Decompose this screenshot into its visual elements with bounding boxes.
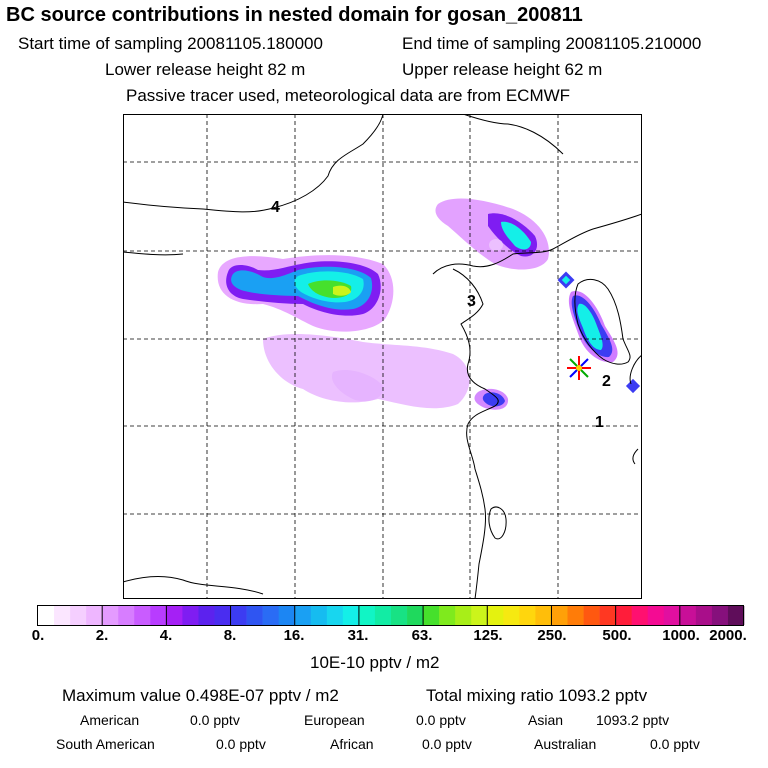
region-label-2: 2 [602,373,611,390]
south-american-label: South American [56,736,155,752]
colorbar-cell [230,606,247,625]
colorbar-cell [38,606,55,625]
colorbar-tick-4: 4. [159,627,173,644]
colorbar-cell [262,606,279,625]
colorbar-cell [615,606,632,625]
end-time-label: End time of sampling 20081105.210000 [402,34,702,53]
colorbar-cell [551,606,568,625]
receptor-star-icon [567,356,591,380]
american-label: American [80,712,140,728]
colorbar-cell [471,606,488,625]
colorbar-tick-2000: 2000. [709,627,747,644]
colorbar-cell [679,606,697,625]
colorbar-cell [455,606,472,625]
start-time-label: Start time of sampling 20081105.180000 [18,34,323,53]
colorbar-tick-125: 125. [473,627,503,644]
contribution-map: 1 2 3 4 [123,114,642,599]
colorbar-cell [663,606,681,625]
graticule [123,114,642,599]
colorbar-cell [150,606,167,625]
colorbar-tick-31: 31. [347,627,369,644]
south-american-value: 0.0 pptv [216,736,266,752]
colorbar-cell [294,606,312,625]
tracer-note: Passive tracer used, meteorological data… [126,86,571,105]
colorbar-cell [439,606,456,625]
colorbar-cell [519,606,536,625]
asian-value: 1093.2 pptv [596,712,670,728]
colorbar-tick-500: 500. [602,627,632,644]
asian-label: Asian [528,712,564,728]
colorbar-cell [278,606,296,625]
colorbar-cell [118,606,135,625]
map-title: BC source contributions in nested domain… [6,4,583,26]
colorbar-cell [86,606,103,625]
coastlines [123,114,642,599]
colorbar-cell [342,606,360,625]
australian-label: Australian [534,736,597,752]
australian-value: 0.0 pptv [650,736,700,752]
colorbar-cell [727,606,745,625]
colorbar-cell [583,606,600,625]
african-value: 0.0 pptv [422,736,472,752]
region-label-3: 3 [467,293,476,310]
colorbar-unit: 10E-10 pptv / m2 [310,653,440,672]
colorbar-tick-0: 0. [31,627,45,644]
colorbar-cell [198,606,215,625]
european-value: 0.0 pptv [416,712,466,728]
plume-core-layer [226,213,641,407]
colorbar-cell [711,606,729,625]
colorbar-cell [423,606,440,625]
colorbar-cell [134,606,151,625]
colorbar-cell [246,606,263,625]
colorbar-cell [647,606,665,625]
colorbar-cell [102,606,119,625]
european-label: European [304,712,365,728]
colorbar-tick-8: 8. [223,627,237,644]
colorbar-cell [70,606,87,625]
colorbar-cell [54,606,71,625]
lower-release-label: Lower release height 82 m [105,60,306,79]
region-label-1: 1 [595,414,604,431]
colorbar-cell [214,606,231,625]
colorbar-cell [391,606,408,625]
colorbar-tick-63: 63. [411,627,433,644]
colorbar-cell [535,606,552,625]
region-label-4: 4 [271,199,280,216]
colorbar-cell [487,606,504,625]
colorbar-cell [182,606,199,625]
colorbar-cell [631,606,649,625]
colorbar-cell [567,606,584,625]
colorbar-cell [407,606,424,625]
colorbar-cell [358,606,376,625]
colorbar-tick-1000: 1000. [662,627,700,644]
african-label: African [330,736,374,752]
plume-central [263,333,470,409]
colorbar-cell [599,606,616,625]
colorbar-tick-2: 2. [95,627,109,644]
colorbar-cell [695,606,713,625]
colorbar-tick-16: 16. [283,627,305,644]
max-value: Maximum value 0.498E-07 pptv / m2 [62,686,339,705]
upper-release-label: Upper release height 62 m [402,60,603,79]
colorbar-cell [374,606,392,625]
colorbar-cell [326,606,344,625]
colorbar-cell [166,606,183,625]
colorbar-cell [310,606,328,625]
american-value: 0.0 pptv [190,712,240,728]
colorbar [37,605,745,626]
colorbar-tick-250: 250. [537,627,567,644]
colorbar-cell [503,606,520,625]
total-mixing-ratio: Total mixing ratio 1093.2 pptv [426,686,648,705]
